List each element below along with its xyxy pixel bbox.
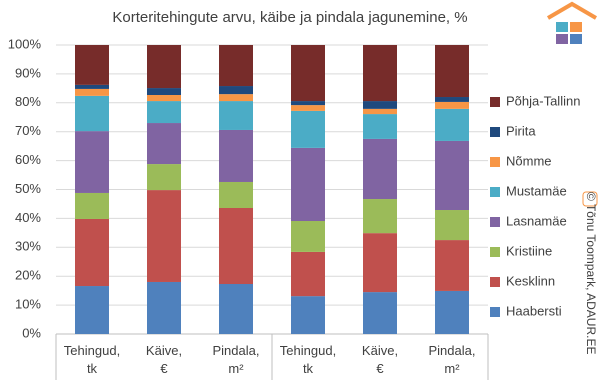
x-tick-label: Käive, € xyxy=(146,343,182,376)
bar-segment xyxy=(435,240,469,291)
legend-label: Pirita xyxy=(506,123,536,138)
bar-segment xyxy=(147,123,181,165)
legend-swatch xyxy=(490,187,500,197)
bar-segment xyxy=(363,108,397,115)
bar-segment xyxy=(219,101,253,130)
bar-segment xyxy=(219,45,253,87)
y-tick-label: 80% xyxy=(15,94,41,109)
legend-label: Kristiine xyxy=(506,243,552,258)
legend-swatch xyxy=(490,307,500,317)
bar-segment xyxy=(219,86,253,95)
legend-label: Haabersti xyxy=(506,303,562,318)
legend-swatch xyxy=(490,217,500,227)
bar-segment xyxy=(147,45,181,89)
bar-segment xyxy=(291,251,325,297)
bar-segment xyxy=(363,114,397,139)
bar-segment xyxy=(435,290,469,334)
bar-segment xyxy=(435,210,469,241)
bar-segment xyxy=(219,181,253,208)
bar-segment xyxy=(435,45,469,98)
bar-segment xyxy=(363,138,397,200)
x-tick-label: Pindala, m² xyxy=(213,343,260,376)
legend-swatch xyxy=(490,97,500,107)
legend-label: Mustamäe xyxy=(506,183,567,198)
bar-segment xyxy=(147,190,181,282)
bar-segment xyxy=(291,101,325,106)
legend-label: Põhja-Tallinn xyxy=(506,93,580,108)
bar-segment xyxy=(291,105,325,111)
bar-segment xyxy=(219,284,253,334)
legend-swatch xyxy=(490,277,500,287)
bar-segment xyxy=(435,140,469,211)
legend-label: Kesklinn xyxy=(506,273,555,288)
legend-swatch xyxy=(490,127,500,137)
bar-segment xyxy=(75,218,109,287)
watermark: © Tõnu Toompark, ADAUR.EE xyxy=(584,192,598,354)
legend-swatch xyxy=(490,157,500,167)
y-tick-label: 0% xyxy=(22,325,41,340)
bar-segment xyxy=(363,101,397,109)
y-tick-label: 90% xyxy=(15,65,41,80)
bar-segment xyxy=(75,131,109,193)
bar-segment xyxy=(75,84,109,89)
bar-segment xyxy=(75,286,109,334)
bar-segment xyxy=(219,94,253,102)
x-tick-label: Tehingud, tk xyxy=(280,343,336,376)
y-tick-label: 70% xyxy=(15,123,41,138)
y-tick-label: 10% xyxy=(15,297,41,312)
bar-segment xyxy=(219,129,253,182)
bar-segment xyxy=(291,45,325,102)
bar-segment xyxy=(147,88,181,95)
bar-segment xyxy=(75,95,109,132)
bar-segment xyxy=(291,110,325,148)
bar-segment xyxy=(363,292,397,334)
y-tick-label: 50% xyxy=(15,181,41,196)
y-tick-label: 60% xyxy=(15,152,41,167)
legend-label: Lasnamäe xyxy=(506,213,567,228)
bar-segment xyxy=(435,108,469,141)
watermark-frame xyxy=(582,191,598,207)
y-tick-label: 30% xyxy=(15,239,41,254)
legend-label: Nõmme xyxy=(506,153,552,168)
bar-segment xyxy=(147,94,181,102)
bar-segment xyxy=(147,101,181,124)
bar-segment xyxy=(363,199,397,234)
bar-segment xyxy=(75,192,109,219)
bar-segment xyxy=(291,221,325,252)
bar-segment xyxy=(435,101,469,109)
bar-segment xyxy=(435,97,469,102)
bar-segment xyxy=(291,296,325,334)
x-tick-label: Pindala, m² xyxy=(429,343,476,376)
y-tick-label: 40% xyxy=(15,210,41,225)
y-tick-label: 20% xyxy=(15,268,41,283)
bar-segment xyxy=(147,281,181,334)
logo xyxy=(546,1,598,44)
x-tick-label: Tehingud, tk xyxy=(64,343,120,376)
x-tick-label: Käive, € xyxy=(362,343,398,376)
bar-segment xyxy=(363,45,397,102)
y-tick-label: 100% xyxy=(8,36,42,51)
bar-segment xyxy=(219,207,253,285)
legend-swatch xyxy=(490,247,500,257)
bar-segment xyxy=(363,233,397,293)
bar-segment xyxy=(75,88,109,96)
bar-segment xyxy=(75,45,109,85)
chart-title: Korteritehingute arvu, käibe ja pindala … xyxy=(112,9,467,26)
bar-segment xyxy=(291,147,325,222)
bar-segment xyxy=(147,164,181,191)
